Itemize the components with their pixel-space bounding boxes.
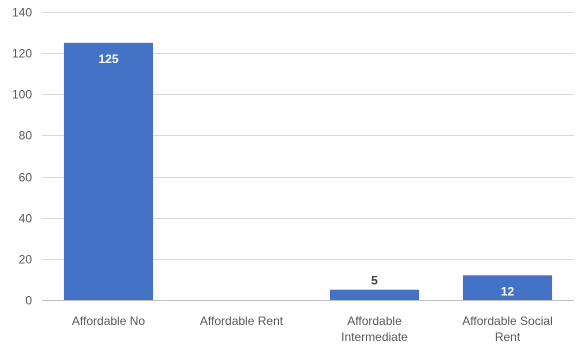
x-category-label: Affordable Rent — [200, 314, 284, 328]
data-label: 5 — [371, 274, 378, 288]
y-tick-label: 0 — [25, 294, 32, 308]
y-axis-ticks: 0 20 40 60 80 100 120 140 — [12, 6, 32, 308]
y-tick-label: 140 — [12, 6, 32, 20]
x-category-label: Affordable Intermediate — [341, 314, 408, 344]
bar — [329, 289, 420, 300]
data-label: 125 — [98, 52, 118, 66]
data-labels: 125 5 12 — [98, 52, 514, 298]
y-tick-label: 100 — [12, 88, 32, 102]
y-tick-label: 20 — [19, 253, 33, 267]
bar — [63, 42, 154, 300]
x-axis-categories: Affordable No Affordable Rent Affordable In… — [72, 314, 553, 344]
y-tick-label: 40 — [19, 212, 33, 226]
x-category-label: Affordable Social Rent — [462, 314, 553, 344]
y-tick-label: 60 — [19, 171, 33, 185]
data-label: 12 — [501, 284, 515, 298]
bar — [462, 275, 553, 300]
y-tick-label: 120 — [12, 47, 32, 61]
bars — [63, 42, 553, 300]
x-category-label: Affordable No — [72, 314, 145, 328]
y-tick-label: 80 — [19, 129, 33, 143]
